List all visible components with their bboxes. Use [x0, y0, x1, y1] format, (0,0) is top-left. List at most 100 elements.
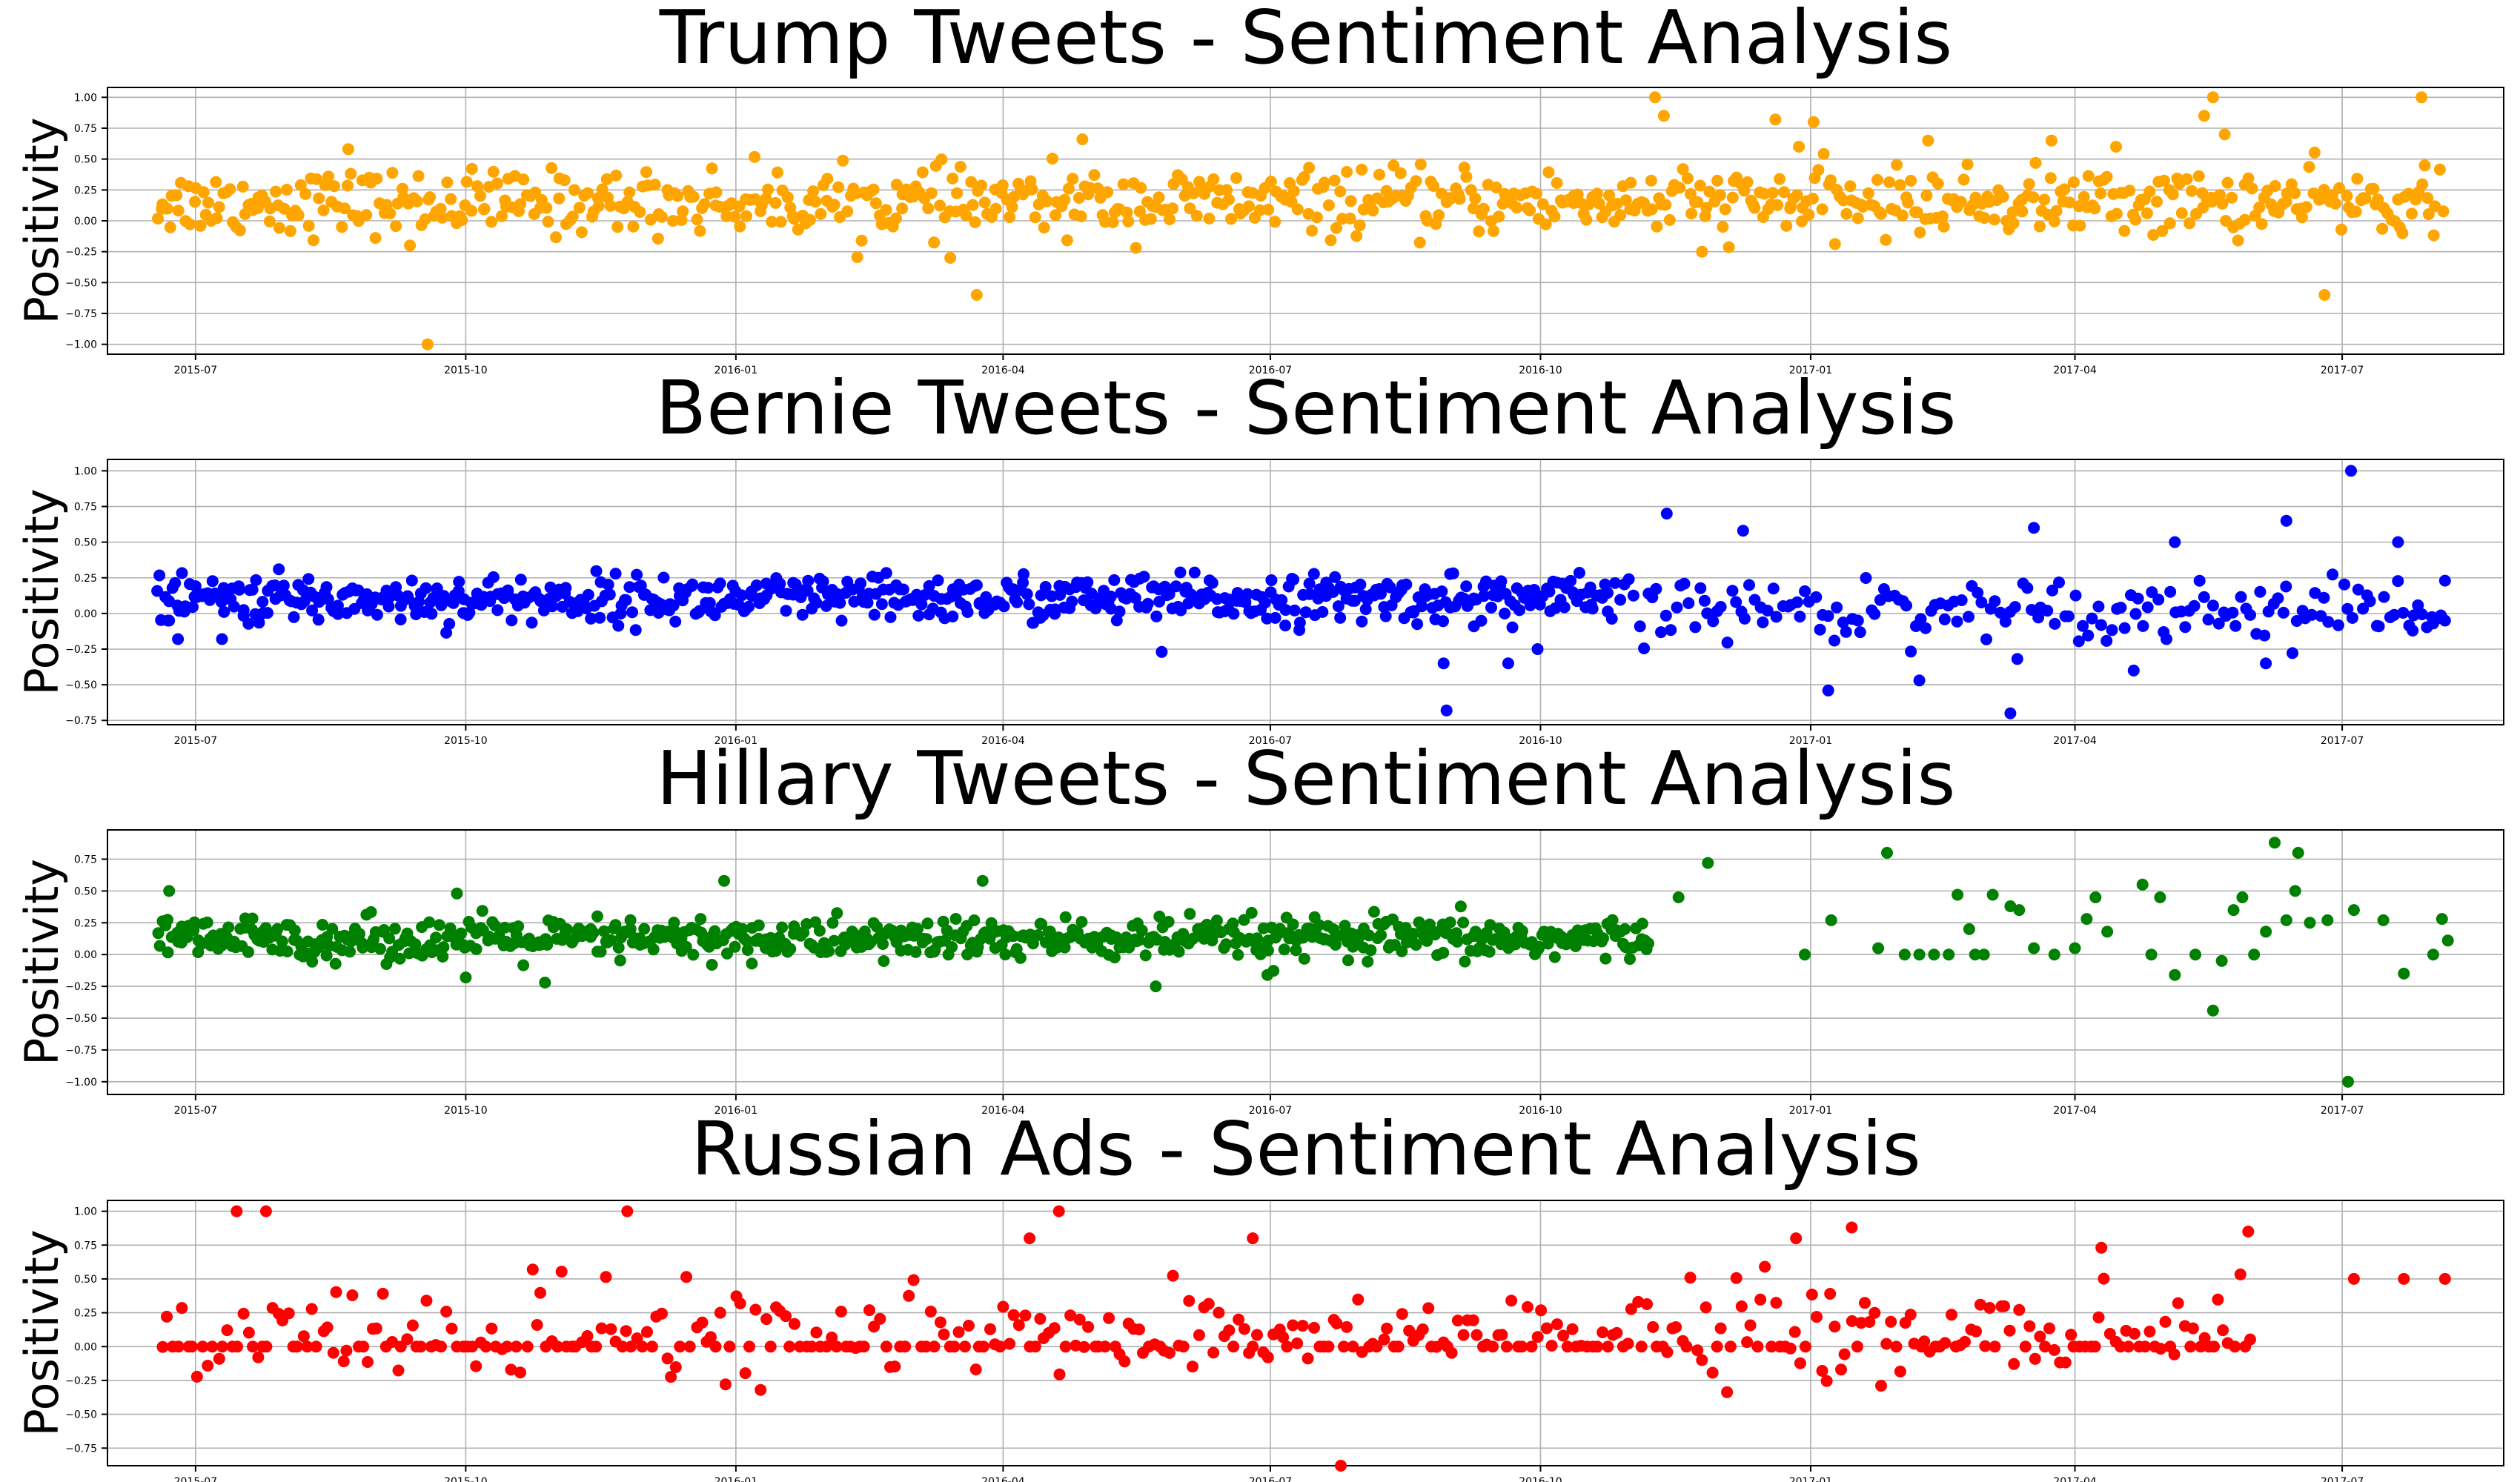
- data-point: [1954, 196, 1967, 208]
- data-point: [868, 608, 881, 621]
- data-point-outlier: [1672, 891, 1685, 903]
- data-point-outlier: [1898, 948, 1911, 961]
- data-point: [1759, 1260, 1771, 1273]
- data-point: [1048, 1322, 1061, 1335]
- data-point: [696, 1316, 709, 1329]
- data-point: [1920, 622, 1932, 634]
- data-point: [948, 1340, 961, 1353]
- data-point: [1416, 600, 1428, 613]
- data-point: [1269, 611, 1281, 624]
- data-point: [2416, 178, 2429, 190]
- data-point: [657, 571, 670, 584]
- data-point: [1955, 594, 1968, 606]
- data-point: [2003, 1324, 2016, 1337]
- data-point: [2418, 159, 2431, 172]
- data-point: [1162, 916, 1175, 928]
- data-point: [2152, 594, 2165, 606]
- data-point: [1814, 623, 1826, 636]
- data-point: [1972, 586, 1984, 599]
- data-point: [311, 173, 323, 185]
- data-point: [1505, 1295, 1518, 1307]
- data-point-outlier: [1155, 645, 1168, 658]
- data-point: [815, 207, 827, 220]
- data-point: [918, 589, 931, 602]
- data-point: [186, 1340, 198, 1353]
- data-point-outlier: [2427, 617, 2439, 630]
- data-point: [2163, 217, 2176, 230]
- data-point: [661, 1352, 674, 1365]
- data-point: [776, 921, 789, 934]
- data-point: [1816, 203, 1828, 216]
- data-point: [2244, 608, 2256, 621]
- data-point: [674, 1340, 686, 1353]
- data-point: [327, 1346, 339, 1359]
- data-point: [1605, 613, 1618, 625]
- data-point: [326, 923, 339, 935]
- data-point: [153, 940, 166, 952]
- data-point: [746, 957, 758, 970]
- data-point: [394, 614, 407, 625]
- data-point: [855, 234, 868, 247]
- data-point: [1296, 1320, 1309, 1332]
- data-point: [1225, 213, 1238, 225]
- data-point: [406, 1319, 419, 1332]
- data-point: [863, 1304, 875, 1317]
- data-point: [1012, 1319, 1025, 1332]
- data-point: [594, 946, 607, 958]
- data-point: [2422, 208, 2435, 221]
- data-point: [1765, 1340, 1778, 1353]
- data-point: [582, 588, 594, 601]
- data-point: [194, 219, 207, 232]
- data-point-outlier: [2080, 913, 2093, 926]
- data-point: [2118, 622, 2131, 634]
- data-point: [346, 1289, 359, 1301]
- data-point: [834, 597, 846, 609]
- data-point: [1227, 1340, 1240, 1353]
- data-point: [2246, 182, 2258, 195]
- data-point: [1341, 1320, 1353, 1333]
- data-point: [1117, 178, 1130, 190]
- data-point: [2351, 173, 2364, 185]
- data-point: [1396, 1308, 1408, 1320]
- data-point: [1557, 1329, 1570, 1342]
- data-point: [213, 201, 225, 213]
- data-point: [922, 202, 935, 215]
- data-point: [1454, 900, 1467, 913]
- data-point: [2049, 617, 2061, 630]
- data-point: [236, 180, 249, 193]
- data-point: [1661, 1346, 1674, 1358]
- data-point: [851, 251, 863, 263]
- y-tick-label: 0.75: [74, 502, 97, 514]
- data-point: [2367, 182, 2380, 195]
- data-point: [246, 912, 259, 925]
- data-point: [680, 940, 692, 953]
- data-point: [330, 1286, 342, 1298]
- data-point: [440, 626, 453, 639]
- data-point: [694, 225, 706, 237]
- data-point-outlier: [1881, 846, 1893, 859]
- data-point: [1542, 937, 1554, 950]
- data-point: [2341, 190, 2353, 202]
- data-point: [280, 184, 293, 196]
- data-point: [1450, 927, 1463, 940]
- data-point: [320, 581, 333, 594]
- data-point: [2338, 578, 2350, 591]
- data-point: [2295, 211, 2308, 224]
- data-point: [172, 1340, 185, 1353]
- data-point: [1828, 634, 1840, 647]
- data-point-outlier: [2292, 846, 2304, 859]
- data-point: [550, 231, 562, 244]
- data-point-outlier: [2347, 1272, 2360, 1285]
- data-point: [1957, 173, 1970, 186]
- data-point: [587, 926, 600, 939]
- data-point: [2392, 575, 2404, 588]
- data-point: [2089, 202, 2101, 215]
- data-point: [161, 1310, 173, 1323]
- data-point: [2181, 173, 2193, 185]
- data-point: [253, 617, 265, 629]
- data-point: [2415, 608, 2428, 620]
- data-point: [1711, 174, 1723, 187]
- data-point: [2132, 592, 2144, 605]
- data-point: [934, 199, 946, 212]
- data-point: [924, 1306, 937, 1317]
